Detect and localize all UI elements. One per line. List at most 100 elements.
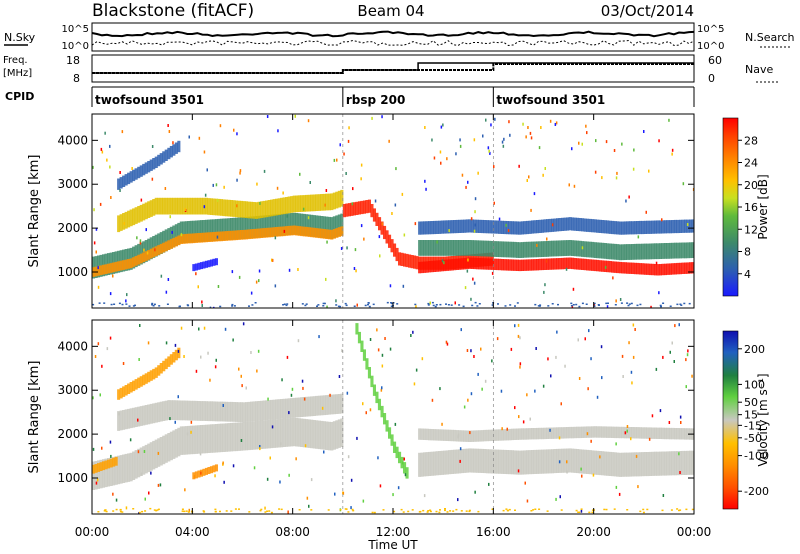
heatmap-cell: [493, 241, 497, 257]
heatmap-cell: [470, 448, 474, 473]
heatmap-cell: [520, 242, 524, 258]
heatmap-speckle: [308, 504, 310, 508]
heatmap-cell: [177, 427, 181, 457]
heatmap-cell: [470, 430, 474, 442]
heatmap-speckle: [167, 278, 170, 281]
heatmap-cell: [129, 452, 133, 482]
heatmap-speckle: [671, 152, 673, 156]
heatmap-cell: [159, 363, 163, 374]
heatmap-cell: [403, 462, 407, 474]
heatmap-cell: [194, 425, 198, 454]
heatmap-ground-scatter: [462, 305, 465, 308]
heatmap-speckle: [501, 427, 503, 431]
heatmap-ground-scatter: [468, 509, 471, 512]
heatmap-cell: [598, 260, 602, 272]
heatmap-speckle: [269, 456, 271, 460]
heatmap-cell: [167, 240, 171, 250]
heatmap-speckle: [299, 172, 301, 176]
heatmap-cell: [235, 200, 239, 218]
heatmap-cell: [292, 195, 296, 213]
heatmap-speckle: [169, 215, 171, 219]
heatmap-ground-scatter: [234, 508, 237, 510]
heatmap-cell: [568, 448, 572, 473]
heatmap-cell: [618, 221, 622, 235]
heatmap-ground-scatter: [373, 511, 376, 514]
heatmap-ground-scatter: [322, 305, 325, 307]
heatmap-cell: [310, 227, 314, 238]
heatmap-speckle: [518, 164, 520, 168]
heatmap-ground-scatter: [577, 511, 580, 513]
heatmap-cell: [488, 429, 492, 442]
heatmap-ground-scatter: [676, 303, 679, 306]
heatmap-speckle: [509, 133, 511, 137]
heatmap-speckle: [350, 506, 352, 510]
heatmap-ground-scatter: [551, 303, 554, 305]
heatmap-cell: [636, 243, 640, 260]
heatmap-cell: [641, 263, 645, 275]
heatmap-speckle: [685, 385, 687, 389]
heatmap-cell: [556, 218, 560, 232]
heatmap-cell: [189, 233, 193, 244]
heatmap-cell: [556, 448, 560, 473]
heatmap-cell: [280, 213, 284, 236]
heatmap-speckle: [465, 185, 467, 189]
heatmap-speckle: [250, 351, 252, 354]
heatmap-cell: [455, 219, 459, 234]
heatmap-cell: [262, 215, 266, 238]
heatmap-speckle: [637, 485, 639, 489]
heatmap-cell: [275, 227, 279, 237]
heatmap-speckle: [621, 142, 623, 146]
heatmap-cell: [538, 219, 542, 233]
heatmap-speckle: [404, 473, 407, 477]
heatmap-cell: [520, 259, 524, 271]
heatmap-speckle: [259, 201, 261, 205]
heatmap-cell: [250, 401, 254, 422]
heatmap-cell: [199, 425, 203, 454]
heatmap-cell: [531, 259, 535, 271]
heatmap-cell: [668, 263, 672, 275]
heatmap-cell: [247, 216, 251, 239]
heatmap-cell: [510, 450, 514, 475]
heatmap-ground-scatter: [345, 304, 348, 307]
heatmap-ground-scatter: [103, 510, 106, 512]
heatmap-cell: [162, 401, 166, 421]
heatmap-ground-scatter: [620, 302, 623, 304]
heatmap-ground-scatter: [676, 508, 679, 510]
heatmap-ground-scatter: [639, 303, 642, 306]
heatmap-ground-scatter: [429, 510, 432, 513]
heatmap-cell: [290, 196, 294, 213]
heatmap-ground-scatter: [285, 304, 288, 307]
heatmap-ground-scatter: [639, 510, 642, 513]
heatmap-cell: [551, 240, 555, 257]
heatmap-cell: [282, 213, 286, 236]
heatmap-cell: [500, 220, 504, 234]
x-tick-label: 20:00: [576, 525, 611, 539]
heatmap-cell: [302, 195, 306, 212]
heatmap-cell: [139, 406, 143, 426]
heatmap-cell: [558, 240, 562, 257]
heatmap-speckle: [190, 430, 192, 434]
heatmap-speckle: [195, 369, 198, 373]
heatmap-cell: [177, 197, 181, 215]
heatmap-speckle: [556, 330, 558, 334]
heatmap-cell: [272, 214, 276, 237]
heatmap-speckle: [201, 304, 203, 307]
heatmap-ground-scatter: [427, 304, 430, 306]
heatmap-speckle: [459, 144, 462, 148]
heatmap-speckle: [172, 141, 174, 145]
heatmap-speckle: [263, 169, 266, 173]
heatmap-ground-scatter: [402, 511, 405, 513]
heatmap-speckle: [510, 347, 513, 351]
heatmap-speckle: [692, 188, 694, 191]
heatmap-speckle: [474, 223, 476, 227]
heatmap-cell: [142, 446, 146, 475]
heatmap-speckle: [242, 322, 245, 326]
heatmap-cell: [237, 422, 241, 451]
heatmap-speckle: [378, 235, 381, 239]
heatmap-cell: [546, 449, 550, 474]
heatmap-cell: [628, 244, 632, 260]
heatmap-speckle: [143, 248, 145, 252]
heatmap-speckle: [493, 201, 495, 205]
heatmap-cell: [533, 449, 537, 474]
heatmap-cell: [468, 219, 472, 233]
